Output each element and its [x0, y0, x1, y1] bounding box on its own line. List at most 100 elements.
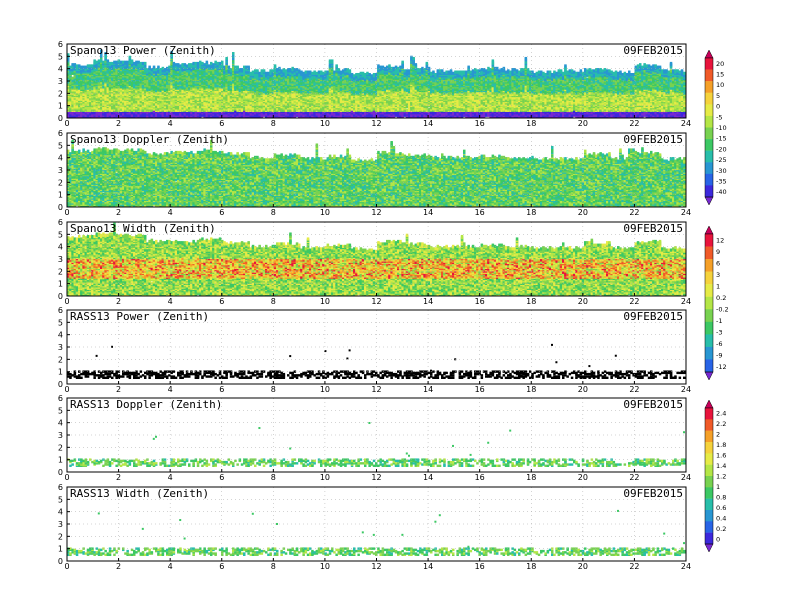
data-cell	[207, 64, 211, 68]
data-cell	[124, 60, 127, 64]
data-cell	[73, 63, 77, 67]
data-cell	[141, 61, 145, 66]
data-cell	[232, 52, 235, 56]
data-cell	[75, 68, 79, 72]
data-cell	[205, 60, 209, 64]
data-cell	[119, 60, 123, 64]
data-cell	[304, 70, 308, 74]
data-cell	[161, 66, 165, 71]
data-cell	[124, 100, 127, 104]
data-cell	[247, 65, 250, 69]
data-cell	[309, 70, 312, 74]
data-cell	[159, 84, 162, 88]
data-cell	[262, 69, 266, 73]
data-cell	[295, 68, 299, 72]
data-cell	[177, 90, 180, 94]
data-cell	[82, 112, 85, 116]
data-cell	[93, 59, 96, 63]
data-cell	[284, 69, 288, 73]
data-cell	[163, 68, 167, 72]
data-cell	[192, 90, 195, 94]
data-cell	[106, 59, 110, 63]
data-cell	[181, 63, 184, 67]
data-cell	[273, 64, 277, 68]
data-cell	[236, 65, 239, 69]
data-cell	[311, 71, 314, 75]
data-cell	[196, 72, 200, 77]
data-cell	[218, 61, 222, 66]
data-cell	[80, 65, 83, 69]
data-cell	[102, 72, 105, 77]
data-cell	[89, 90, 92, 94]
data-cell	[265, 71, 268, 75]
data-cell	[86, 81, 90, 85]
data-cell	[126, 60, 129, 64]
data-cell	[196, 61, 200, 66]
data-cell	[249, 71, 253, 75]
data-cell	[192, 61, 195, 66]
data-cell	[276, 68, 279, 72]
data-cell	[128, 113, 132, 117]
data-cell	[161, 100, 165, 104]
data-cell	[71, 111, 74, 115]
data-cell	[133, 61, 136, 66]
data-cell	[214, 60, 217, 64]
data-cell	[177, 106, 180, 110]
data-cell	[212, 63, 215, 67]
data-cell	[133, 64, 136, 68]
data-cell	[137, 60, 140, 64]
data-cell	[157, 65, 160, 69]
data-cell	[216, 61, 220, 66]
data-cell	[260, 69, 264, 73]
data-cell	[185, 64, 189, 68]
data-cell	[82, 90, 85, 94]
data-cell	[328, 59, 332, 63]
data-cell	[75, 108, 79, 112]
data-cell	[124, 79, 127, 83]
data-cell	[188, 113, 191, 117]
data-cell	[306, 70, 310, 74]
data-cell	[174, 86, 178, 90]
data-cell	[104, 66, 107, 71]
data-cell	[144, 79, 147, 83]
data-cell	[322, 71, 325, 75]
data-cell	[185, 87, 189, 91]
data-cell	[170, 97, 173, 101]
data-cell	[124, 113, 127, 117]
data-cell	[100, 49, 103, 53]
data-cell	[100, 91, 103, 95]
data-cell	[203, 63, 206, 67]
data-cell	[271, 69, 275, 73]
data-cell	[225, 56, 228, 61]
data-cell	[144, 84, 147, 88]
data-cell	[122, 60, 125, 64]
data-cell	[104, 52, 107, 56]
data-cell	[155, 105, 158, 109]
data-cell	[159, 68, 162, 72]
data-cell	[196, 75, 200, 79]
data-cell	[223, 65, 226, 69]
data-cell	[100, 65, 103, 69]
data-cell	[148, 65, 151, 69]
data-cell	[108, 61, 112, 66]
data-cell	[166, 96, 169, 100]
data-cell	[172, 61, 176, 66]
data-cell	[97, 59, 101, 63]
data-cell	[130, 59, 134, 63]
data-cell	[71, 93, 74, 98]
data-cell	[144, 61, 147, 66]
data-cell	[302, 71, 305, 75]
data-cell	[95, 112, 99, 116]
data-cell	[86, 64, 90, 68]
data-cell	[258, 71, 261, 75]
data-cell	[170, 74, 173, 78]
data-cell	[128, 81, 132, 85]
data-cell	[97, 111, 101, 115]
data-cell	[71, 76, 74, 80]
data-cell	[95, 60, 99, 64]
data-cell	[130, 90, 134, 94]
data-cell	[139, 61, 143, 66]
data-cell	[146, 68, 149, 72]
